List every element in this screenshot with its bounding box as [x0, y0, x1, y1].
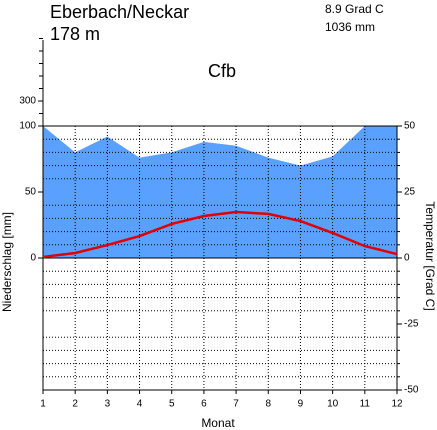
- x-tick-label: 2: [72, 399, 78, 410]
- x-tick-label: 8: [265, 399, 271, 410]
- y-tick-label: 300: [19, 96, 36, 107]
- y2-tick-label: 50: [404, 121, 416, 132]
- x-tick-label: 11: [360, 399, 371, 410]
- climate-class: Cfb: [208, 61, 236, 81]
- chart-title: Eberbach/Neckar: [50, 2, 189, 22]
- x-tick-label: 4: [137, 399, 143, 410]
- x-tick-label: 3: [105, 399, 111, 410]
- x-tick-label: 1: [40, 399, 46, 410]
- elevation: 178 m: [50, 24, 100, 44]
- x-tick-label: 5: [169, 399, 175, 410]
- x-tick-label: 12: [391, 399, 403, 410]
- y2-tick-label: -25: [404, 319, 419, 330]
- x-tick-label: 9: [298, 399, 304, 410]
- annual-precipitation: 1036 mm: [325, 20, 375, 34]
- temperature-line: [42, 210, 398, 259]
- y-tick-label: 50: [25, 187, 37, 198]
- y2-axis-label: Temperatur [Grad C]: [423, 201, 437, 310]
- y-tick-label: 0: [30, 253, 36, 264]
- x-tick-label: 10: [327, 399, 339, 410]
- y-axis-label: Niederschlag [mm]: [0, 212, 14, 312]
- y2-tick-label: 0: [404, 253, 410, 264]
- x-axis-label: Monat: [201, 416, 235, 430]
- y2-tick-label: -50: [404, 385, 419, 396]
- x-tick-label: 6: [201, 399, 207, 410]
- y-tick-label: 100: [19, 121, 36, 132]
- mean-temperature: 8.9 Grad C: [325, 2, 384, 16]
- x-tick-label: 7: [233, 399, 239, 410]
- y2-tick-label: 25: [404, 187, 416, 198]
